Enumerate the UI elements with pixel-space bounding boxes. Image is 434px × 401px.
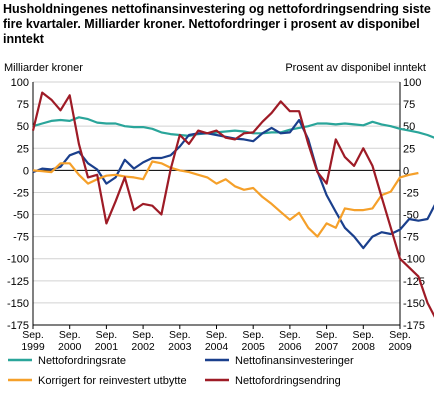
y-tick-right: -75 xyxy=(403,232,419,244)
y-axis-left-ticks: 100 75 50 25 0 -25 -50 -75 -100 -125 -150 -175 xyxy=(7,77,29,332)
x-tick-label-month: Sep. xyxy=(59,329,81,341)
legend-label: Nettofinansinvesteringer xyxy=(235,355,354,367)
y-tick-right: -50 xyxy=(403,210,419,222)
y-tick-left: 25 xyxy=(17,143,29,155)
y-tick-right: 100 xyxy=(403,77,421,89)
x-tick-label-month: Sep. xyxy=(132,329,154,341)
y-tick-left: -25 xyxy=(13,187,29,199)
x-tick-label-month: Sep. xyxy=(352,329,374,341)
legend-label: Nettofordringsendring xyxy=(235,375,341,387)
x-tick-label-month: Sep. xyxy=(242,329,264,341)
y-tick-right: -100 xyxy=(403,254,425,266)
x-tick-label-month: Sep. xyxy=(316,329,338,341)
x-tick-label-year: 2003 xyxy=(168,341,192,353)
x-tick-label-year: 1999 xyxy=(21,341,45,353)
legend: Nettofordringsrate Nettofinansinvestering… xyxy=(8,355,354,387)
y-tick-right: -150 xyxy=(403,298,425,310)
x-tick-label-month: Sep. xyxy=(22,329,44,341)
y-tick-right: 75 xyxy=(403,99,415,111)
y-tick-left: -150 xyxy=(7,298,29,310)
series-line-1 xyxy=(32,116,434,139)
chart-title: Husholdningenes nettofinansinvestering o… xyxy=(3,2,431,46)
series-line-2 xyxy=(32,118,434,250)
x-tick-label-year: 2002 xyxy=(131,341,155,353)
y-axis-left-label: Milliarder kroner xyxy=(4,62,83,74)
legend-label: Korrigert for reinvestert utbytte xyxy=(38,375,187,387)
y-tick-left: -125 xyxy=(7,276,29,288)
x-axis-ticks: Sep.1999Sep.2000Sep.2001Sep.2002Sep.2003… xyxy=(21,325,412,353)
y-tick-left: -75 xyxy=(13,232,29,244)
x-tick-label-year: 2007 xyxy=(315,341,339,353)
x-tick-label-month: Sep. xyxy=(169,329,191,341)
y-tick-left: -50 xyxy=(13,210,29,222)
y-tick-right: -175 xyxy=(403,320,425,332)
y-tick-left: 100 xyxy=(11,77,29,89)
legend-label: Nettofordringsrate xyxy=(38,355,126,367)
x-tick-label-year: 2009 xyxy=(388,341,412,353)
x-tick-label-year: 2000 xyxy=(58,341,82,353)
x-tick-label-month: Sep. xyxy=(96,329,118,341)
x-tick-label-year: 2004 xyxy=(205,341,229,353)
x-tick-label-month: Sep. xyxy=(389,329,411,341)
x-tick-label-year: 2005 xyxy=(242,341,266,353)
x-tick-label-year: 2008 xyxy=(352,341,376,353)
y-tick-left: 0 xyxy=(23,165,29,177)
y-tick-left: -175 xyxy=(7,320,29,332)
y-tick-right: 25 xyxy=(403,143,415,155)
series-line-4 xyxy=(31,91,434,318)
x-tick-label-month: Sep. xyxy=(206,329,228,341)
series-line-3 xyxy=(32,160,419,238)
x-tick-label-year: 2006 xyxy=(278,341,302,353)
y-tick-left: -100 xyxy=(7,254,29,266)
series-lines xyxy=(31,91,434,318)
y-tick-left: 75 xyxy=(17,99,29,111)
y-tick-right: -25 xyxy=(403,187,419,199)
y-tick-left: 50 xyxy=(17,121,29,133)
y-axis-right-label: Prosent av disponibel inntekt xyxy=(285,62,426,74)
x-tick-label-year: 2001 xyxy=(95,341,119,353)
x-tick-label-month: Sep. xyxy=(279,329,301,341)
y-tick-right: 0 xyxy=(403,165,409,177)
